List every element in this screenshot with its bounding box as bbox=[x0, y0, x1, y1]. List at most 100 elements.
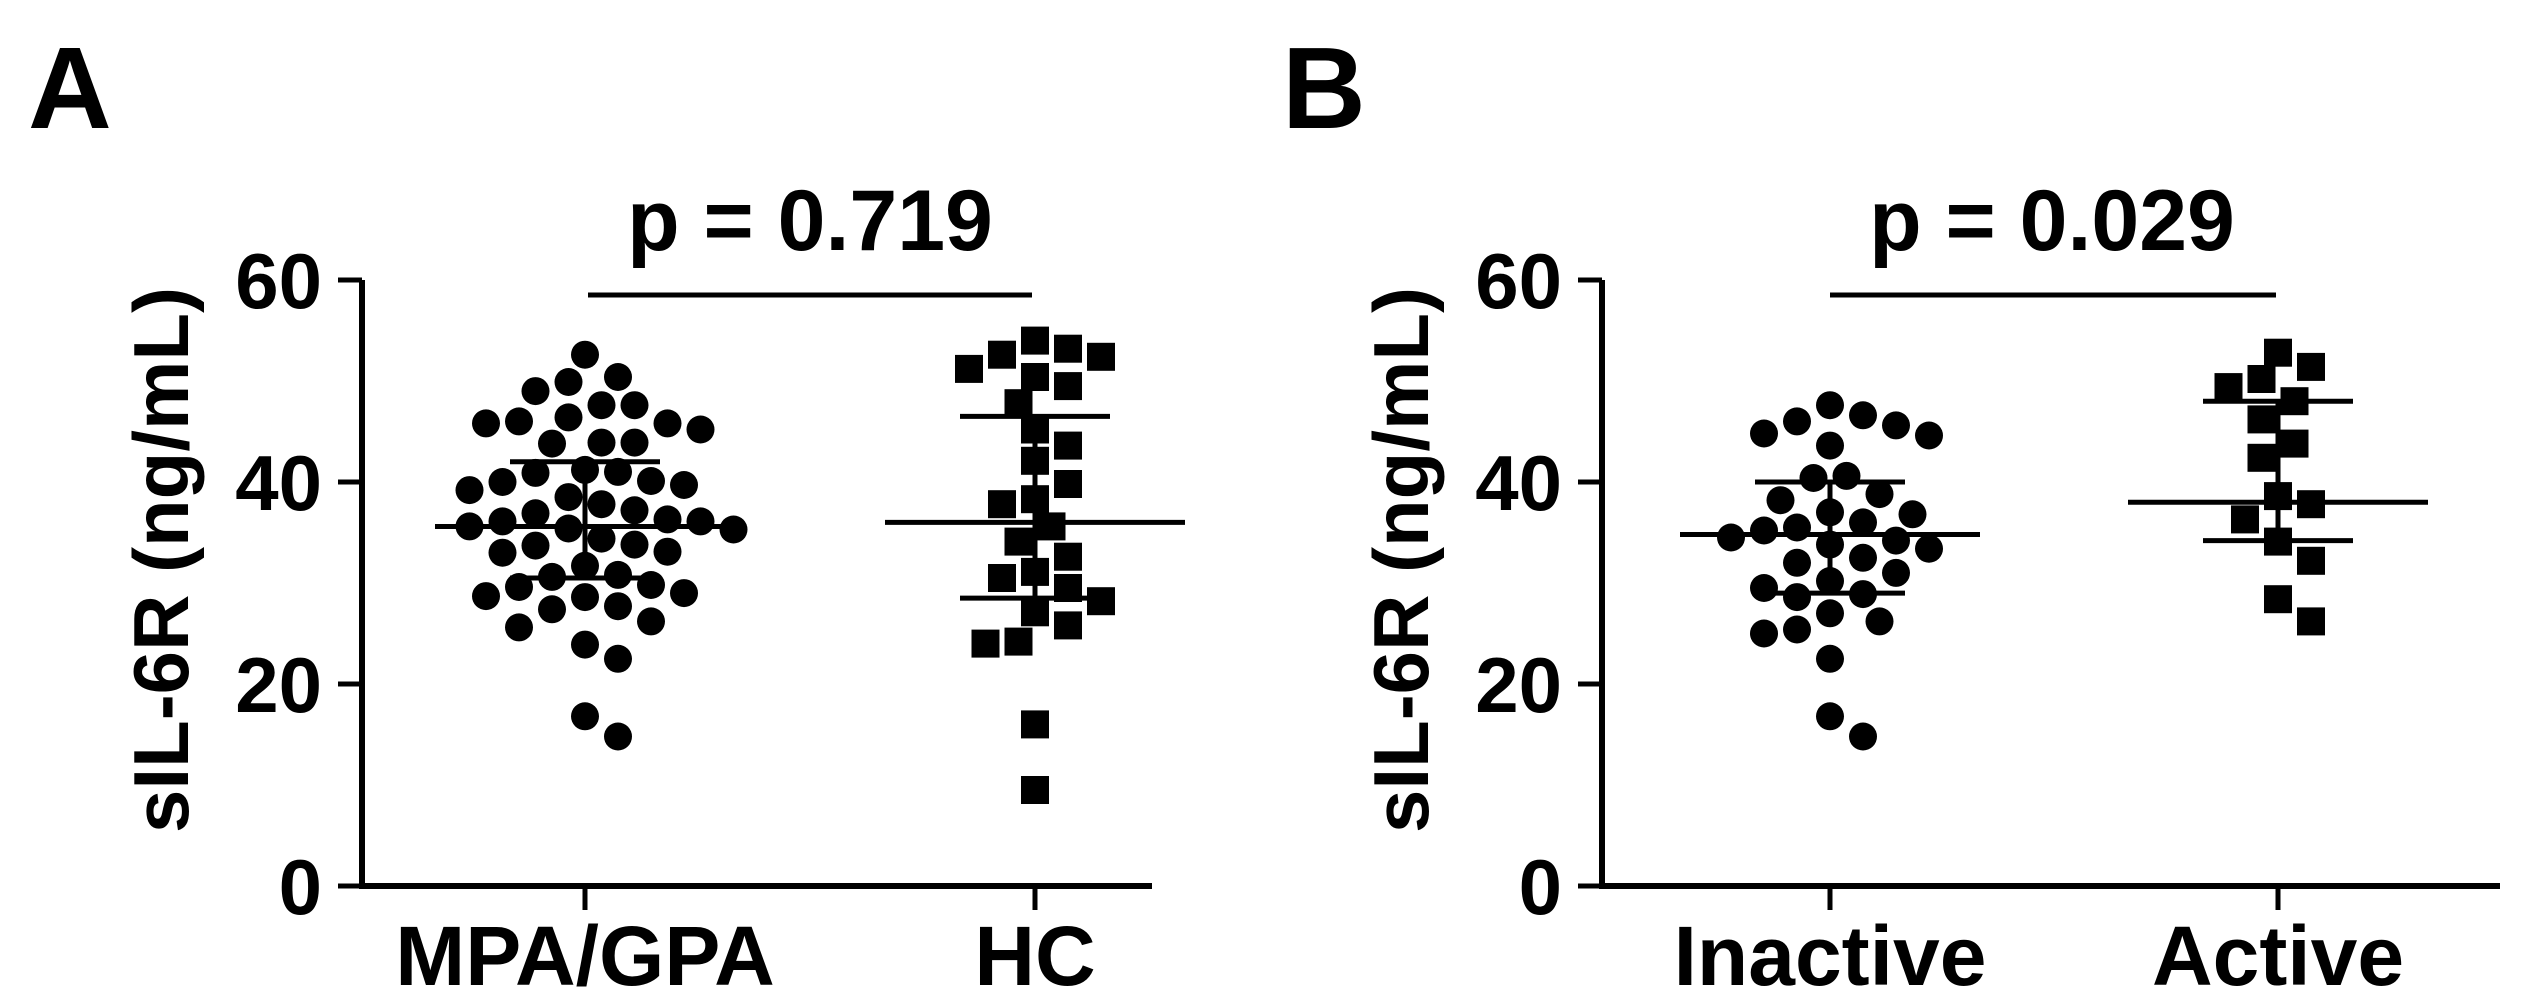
data-point-square bbox=[2264, 338, 2292, 367]
data-point-square bbox=[988, 490, 1016, 519]
data-point-circle bbox=[1915, 534, 1943, 563]
data-point-circle bbox=[1849, 508, 1877, 537]
data-point-square bbox=[1054, 334, 1082, 363]
data-point-circle bbox=[670, 579, 698, 608]
data-point-square bbox=[2247, 443, 2276, 472]
data-point-square bbox=[988, 340, 1016, 369]
data-point-circle bbox=[455, 476, 484, 505]
data-point-circle bbox=[505, 613, 533, 642]
data-point-circle bbox=[1783, 583, 1811, 612]
data-point-circle bbox=[1816, 391, 1844, 420]
data-point-circle bbox=[1849, 543, 1877, 572]
data-point-circle bbox=[1783, 407, 1811, 436]
data-point-square bbox=[988, 564, 1016, 592]
data-point-circle bbox=[1816, 702, 1844, 731]
data-point-circle bbox=[488, 468, 517, 496]
data-point-circle bbox=[554, 368, 583, 396]
data-point-square bbox=[2247, 365, 2276, 393]
y-tick-label: 0 bbox=[1519, 843, 1562, 931]
data-point-circle bbox=[521, 499, 550, 528]
data-point-circle bbox=[686, 415, 715, 444]
data-point-circle bbox=[587, 524, 616, 553]
data-point-circle bbox=[1783, 513, 1811, 542]
y-axis-title-a: sIL-6R (ng/mL) bbox=[117, 287, 205, 833]
y-tick-label: 40 bbox=[235, 439, 322, 527]
data-point-square bbox=[1054, 611, 1082, 640]
data-point-circle bbox=[604, 592, 632, 621]
data-point-square bbox=[1087, 342, 1115, 371]
data-point-square bbox=[1054, 372, 1082, 401]
data-point-circle bbox=[1816, 599, 1844, 628]
panel-letter-b: B bbox=[1282, 23, 1366, 153]
data-point-square bbox=[2264, 585, 2292, 614]
data-point-circle bbox=[1865, 607, 1894, 636]
y-tick-label: 20 bbox=[1475, 641, 1562, 729]
data-point-circle bbox=[637, 607, 665, 636]
data-point-circle bbox=[571, 340, 599, 369]
data-point-circle bbox=[1898, 500, 1927, 529]
data-point-circle bbox=[488, 538, 517, 567]
data-point-circle bbox=[571, 702, 599, 731]
data-point-square bbox=[1021, 776, 1049, 804]
y-tick-label: 20 bbox=[235, 641, 322, 729]
x-category-label: Inactive bbox=[1674, 909, 1987, 1003]
data-point-circle bbox=[488, 507, 517, 536]
data-point-circle bbox=[719, 515, 748, 544]
data-point-circle bbox=[1783, 548, 1811, 577]
data-point-square bbox=[1004, 389, 1033, 418]
data-point-circle bbox=[554, 483, 583, 512]
data-point-circle bbox=[1882, 526, 1910, 555]
data-point-circle bbox=[587, 428, 616, 457]
data-point-circle bbox=[653, 505, 682, 534]
data-point-circle bbox=[620, 391, 649, 420]
data-point-square bbox=[1021, 326, 1049, 355]
data-point-square bbox=[1054, 542, 1082, 571]
data-point-circle bbox=[604, 644, 632, 673]
data-point-circle bbox=[653, 409, 682, 438]
data-point-square bbox=[2214, 373, 2243, 402]
x-category-label: Active bbox=[2152, 909, 2404, 1003]
plot-area-b: 0 20 40 60 Inactive Active bbox=[1475, 237, 2500, 1003]
data-point-circle bbox=[620, 530, 649, 559]
p-value-a: p = 0.719 bbox=[627, 173, 993, 269]
data-point-circle bbox=[1783, 615, 1811, 644]
data-point-circle bbox=[620, 428, 649, 457]
data-point-square bbox=[971, 629, 1000, 658]
data-point-square bbox=[2280, 429, 2309, 458]
y-tick-label: 60 bbox=[1475, 237, 1562, 325]
data-point-circle bbox=[521, 458, 550, 487]
data-point-circle bbox=[521, 377, 550, 406]
data-point-square bbox=[1021, 363, 1049, 391]
data-point-circle bbox=[1717, 523, 1745, 552]
data-point-circle bbox=[571, 583, 599, 612]
data-point-circle bbox=[686, 507, 715, 536]
data-point-square bbox=[2231, 505, 2259, 534]
data-point-circle bbox=[1750, 619, 1778, 648]
data-point-circle bbox=[587, 490, 616, 519]
data-point-circle bbox=[1882, 411, 1910, 440]
y-tick-label: 60 bbox=[235, 237, 322, 325]
y-axis-title-b: sIL-6R (ng/mL) bbox=[1357, 287, 1445, 833]
data-point-circle bbox=[587, 391, 616, 420]
data-point-circle bbox=[1750, 419, 1778, 448]
data-point-square bbox=[1054, 470, 1082, 498]
data-point-circle bbox=[1849, 722, 1877, 751]
data-point-circle bbox=[521, 531, 550, 560]
data-point-circle bbox=[505, 407, 533, 436]
data-point-square bbox=[1004, 527, 1033, 556]
p-value-b: p = 0.029 bbox=[1869, 173, 2235, 269]
panel-b: B sIL-6R (ng/mL) p = 0.029 0 20 40 60 Inacti… bbox=[1282, 23, 2500, 1003]
data-point-square bbox=[2297, 607, 2325, 636]
data-point-square bbox=[955, 354, 983, 383]
x-category-label: MPA/GPA bbox=[395, 909, 775, 1003]
data-point-circle bbox=[604, 363, 632, 391]
plot-area-a: 0 20 40 60 MPA/GPA HC bbox=[235, 237, 1185, 1003]
data-point-square bbox=[1021, 598, 1049, 627]
data-point-circle bbox=[637, 467, 665, 495]
data-point-circle bbox=[1816, 644, 1844, 673]
data-point-circle bbox=[1816, 431, 1844, 460]
data-point-circle bbox=[571, 630, 599, 659]
data-point-circle bbox=[604, 457, 632, 486]
data-point-circle bbox=[472, 409, 500, 438]
data-point-circle bbox=[1750, 516, 1778, 545]
